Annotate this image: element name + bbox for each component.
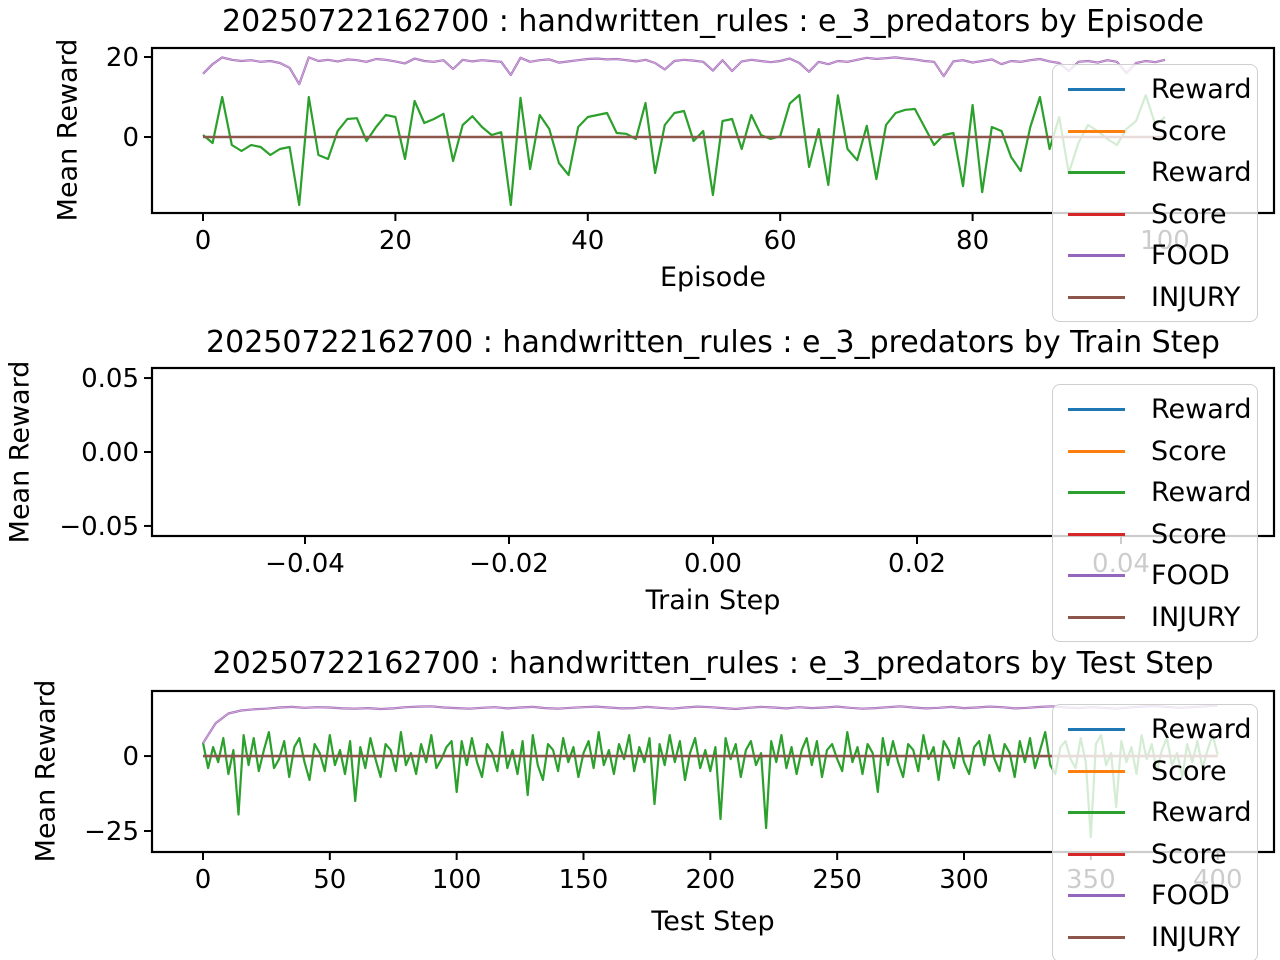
legend-line-swatch (1068, 88, 1125, 92)
legend-label: INJURY (1151, 601, 1241, 633)
legend-label: FOOD (1151, 560, 1230, 592)
legend-label: Score (1151, 435, 1227, 467)
y-tick-label: 0.05 (81, 364, 139, 394)
legend-entry: Score (1053, 194, 1257, 236)
x-tick-label: 250 (812, 865, 862, 895)
y-tick-label: −0.05 (59, 512, 139, 542)
series-line (202, 93, 1166, 207)
legend-entry: Score (1053, 431, 1257, 473)
legend-entry: INJURY (1053, 917, 1257, 959)
legend-label: Reward (1151, 74, 1252, 106)
xaxis-label-trainstep: Train Step (645, 585, 781, 616)
legend-entry: Score (1053, 111, 1257, 153)
legend-label: FOOD (1151, 240, 1230, 272)
legend-label: Reward (1151, 157, 1252, 189)
legend-label: Score (1151, 838, 1227, 870)
legend-line-swatch (1068, 728, 1125, 732)
subplot-teststep-title: 20250722162700 : handwritten_rules : e_3… (212, 646, 1214, 681)
xaxis-label-episode: Episode (659, 262, 767, 293)
legend-line-swatch (1068, 769, 1125, 773)
legend-line-swatch (1068, 935, 1125, 939)
x-tick-label: 300 (939, 865, 989, 895)
legend-label: Score (1151, 115, 1227, 147)
legend-entry: FOOD (1053, 555, 1257, 597)
legend-entry: Score (1053, 834, 1257, 876)
x-tick-label: 50 (313, 865, 346, 895)
legend-label: Score (1151, 518, 1227, 550)
y-tick-label: −25 (84, 817, 139, 847)
subplot-trainstep-title: 20250722162700 : handwritten_rules : e_3… (206, 325, 1220, 360)
legend-episode: Reward Score Reward Score FOOD INJURY (1052, 64, 1258, 322)
legend-entry: INJURY (1053, 597, 1257, 639)
x-tick-label: 200 (686, 865, 736, 895)
x-tick-label: 0.02 (888, 549, 946, 579)
x-tick-label: 0.00 (684, 549, 742, 579)
x-tick-label: 20 (379, 226, 412, 256)
y-tick-label: 0.00 (81, 438, 139, 468)
legend-label: INJURY (1151, 281, 1241, 313)
legend-entry: Score (1053, 751, 1257, 793)
yaxis-label-2: Mean Reward (4, 360, 36, 544)
legend-entry: Reward (1053, 69, 1257, 111)
yaxis-label-1: Mean Reward (52, 38, 84, 222)
x-tick-label: 150 (559, 865, 609, 895)
yaxis-label-3: Mean Reward (30, 679, 62, 863)
legend-label: Reward (1151, 394, 1252, 426)
legend-line-swatch (1068, 491, 1125, 495)
legend-line-swatch (1068, 532, 1125, 536)
x-tick-label: 0 (195, 865, 212, 895)
legend-line-swatch (1068, 449, 1125, 453)
legend-line-swatch (1068, 295, 1125, 299)
legend-entry: Reward (1053, 709, 1257, 751)
x-tick-label: 80 (956, 226, 989, 256)
legend-line-swatch (1068, 129, 1125, 133)
x-tick-label: −0.02 (469, 549, 549, 579)
legend-entry: Reward (1053, 389, 1257, 431)
x-tick-label: 100 (432, 865, 482, 895)
legend-label: Score (1151, 198, 1227, 230)
legend-entry: Reward (1053, 792, 1257, 834)
y-tick-label: 0 (122, 742, 139, 772)
series-line-overlay (202, 56, 1166, 86)
axes-spines (150, 689, 1276, 854)
legend-line-swatch (1068, 408, 1125, 412)
legend-entry: Reward (1053, 152, 1257, 194)
y-tick-label: 0 (122, 123, 139, 153)
legend-entry: Score (1053, 514, 1257, 556)
legend-entry: Reward (1053, 472, 1257, 514)
legend-label: Reward (1151, 714, 1252, 746)
x-tick-label: 60 (764, 226, 797, 256)
legend-trainstep: Reward Score Reward Score FOOD INJURY (1052, 384, 1258, 642)
series-line-overlay (202, 705, 1218, 744)
x-tick-label: 40 (571, 226, 604, 256)
legend-entry: FOOD (1053, 235, 1257, 277)
legend-label: Score (1151, 755, 1227, 787)
x-tick-label: 0 (195, 226, 212, 256)
legend-label: INJURY (1151, 921, 1241, 953)
legend-label: Reward (1151, 477, 1252, 509)
xaxis-label-teststep: Test Step (651, 906, 775, 937)
legend-entry: FOOD (1053, 875, 1257, 917)
series-line (201, 730, 1219, 839)
legend-line-swatch (1068, 811, 1125, 815)
legend-line-swatch (1068, 894, 1125, 898)
legend-label: Reward (1151, 797, 1252, 829)
subplot-episode-title: 20250722162700 : handwritten_rules : e_3… (222, 4, 1204, 39)
x-tick-label: −0.04 (265, 549, 345, 579)
axes-spines (150, 46, 1276, 215)
legend-line-swatch (1068, 171, 1125, 175)
legend-entry: INJURY (1053, 277, 1257, 319)
legend-line-swatch (1068, 852, 1125, 856)
legend-line-swatch (1068, 615, 1125, 619)
legend-label: FOOD (1151, 880, 1230, 912)
legend-line-swatch (1068, 212, 1125, 216)
y-tick-label: 20 (106, 43, 139, 73)
legend-line-swatch (1068, 254, 1125, 258)
legend-line-swatch (1068, 574, 1125, 578)
legend-teststep: Reward Score Reward Score FOOD INJURY (1052, 704, 1258, 960)
